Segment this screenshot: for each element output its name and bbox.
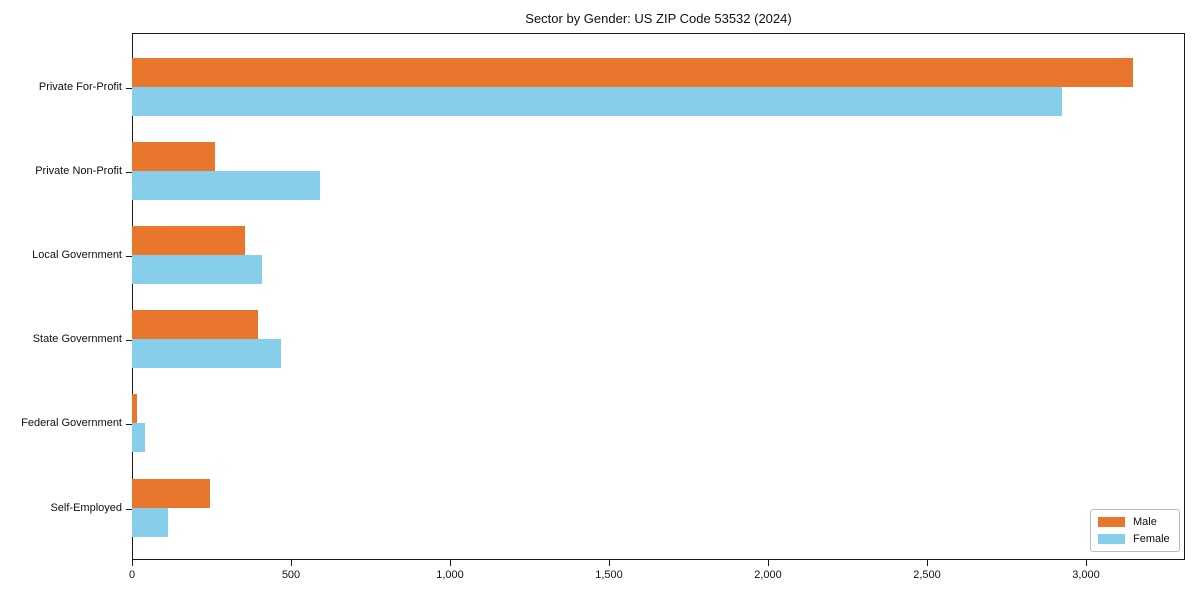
- y-axis-tick: [126, 509, 132, 510]
- legend: Male Female: [1090, 509, 1180, 552]
- bar-female-1: [132, 87, 1062, 116]
- x-axis-label: 3,000: [1072, 569, 1100, 581]
- x-axis-tick: [768, 560, 769, 566]
- x-axis-tick: [291, 560, 292, 566]
- bar-male-6: [132, 479, 210, 508]
- x-axis-label: 1,500: [595, 569, 623, 581]
- plot-area: [132, 33, 1185, 560]
- x-axis-label: 2,000: [754, 569, 782, 581]
- x-axis-label: 0: [128, 569, 136, 581]
- bar-male-5: [132, 394, 137, 423]
- chart-title: Sector by Gender: US ZIP Code 53532 (202…: [525, 11, 792, 26]
- y-axis-tick: [126, 256, 132, 257]
- y-axis-tick: [126, 88, 132, 89]
- legend-swatch-male: [1098, 517, 1125, 527]
- y-axis-tick: [126, 172, 132, 173]
- x-axis-tick: [1086, 560, 1087, 566]
- x-axis-label: 500: [281, 569, 301, 581]
- bar-female-5: [132, 423, 145, 452]
- legend-swatch-female: [1098, 534, 1125, 544]
- bar-male-2: [132, 142, 215, 171]
- x-axis-tick: [132, 560, 133, 566]
- y-axis-label: Local Government: [32, 249, 122, 261]
- y-axis-label: State Government: [32, 333, 122, 345]
- bar-female-6: [132, 508, 168, 537]
- x-axis-label: 2,500: [913, 569, 941, 581]
- y-axis-label: Federal Government: [21, 417, 122, 429]
- legend-label: Female: [1133, 533, 1170, 545]
- y-axis-tick: [126, 424, 132, 425]
- bar-male-4: [132, 310, 258, 339]
- y-axis-label: Private For-Profit: [38, 81, 122, 93]
- y-axis-label: Private Non-Profit: [35, 165, 122, 177]
- x-axis-tick: [609, 560, 610, 566]
- legend-item-male: Male: [1098, 516, 1170, 528]
- x-axis-label: 1,000: [436, 569, 464, 581]
- x-axis-tick: [450, 560, 451, 566]
- bar-female-2: [132, 171, 320, 200]
- bar-male-3: [132, 226, 245, 255]
- legend-label: Male: [1133, 516, 1157, 528]
- bar-male-1: [132, 58, 1133, 87]
- bar-female-4: [132, 339, 281, 368]
- y-axis-label: Self-Employed: [50, 502, 122, 514]
- x-axis-tick: [927, 560, 928, 566]
- legend-item-female: Female: [1098, 533, 1170, 545]
- y-axis-tick: [126, 340, 132, 341]
- bar-female-3: [132, 255, 262, 284]
